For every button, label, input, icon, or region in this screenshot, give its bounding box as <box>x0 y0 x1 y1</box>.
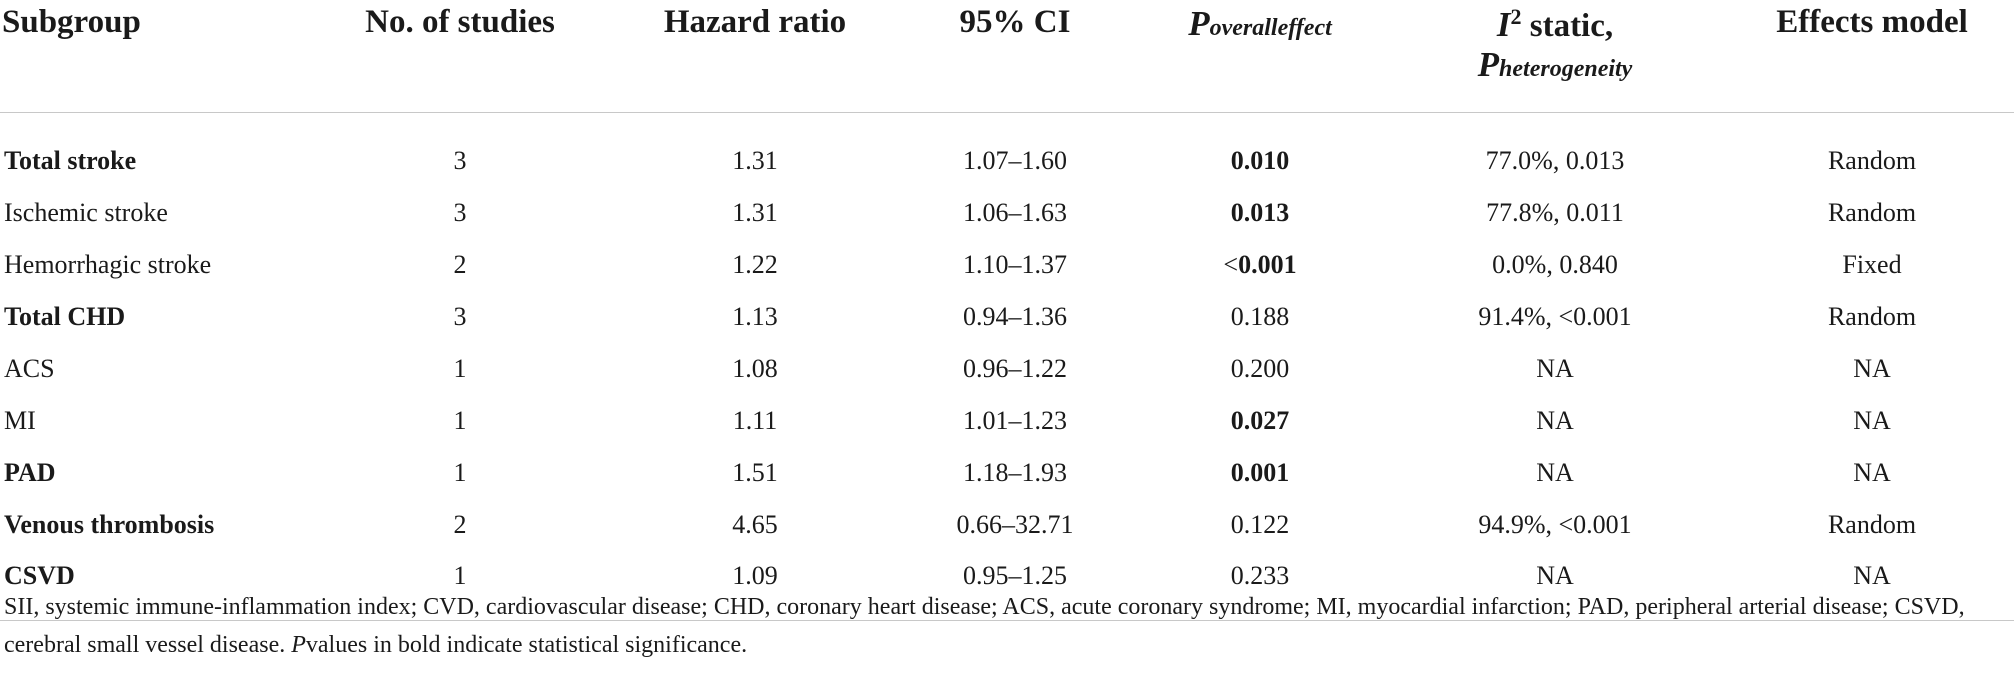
cell-hazard-ratio: 1.31 <box>732 197 778 227</box>
cell-subgroup: Hemorrhagic stroke <box>4 249 212 279</box>
cell-effects-model: NA <box>1853 353 1891 383</box>
cell-ci: 1.10–1.37 <box>963 249 1067 279</box>
cell-hazard-ratio: 1.22 <box>732 249 778 279</box>
header-i2-heterogeneity: I2 static, Pheterogeneity <box>1477 4 1633 84</box>
cell-i2-heterogeneity: NA <box>1536 457 1574 487</box>
cell-hazard-ratio: 1.11 <box>732 405 778 435</box>
subgroup-table: Subgroup No. of studies Hazard ratio 95%… <box>0 0 2014 621</box>
header-ci: 95% CI <box>959 4 1071 40</box>
cell-effects-model: Random <box>1827 197 1917 227</box>
cell-effects-model: Fixed <box>1842 249 1902 279</box>
table-row: MI 1 1.11 1.01–1.23 0.027 NA NA <box>0 395 2014 447</box>
cell-i2-heterogeneity: NA <box>1536 405 1574 435</box>
cell-ci: 1.18–1.93 <box>963 457 1067 487</box>
cell-subgroup: Total CHD <box>4 301 126 331</box>
cell-hazard-ratio: 1.31 <box>732 145 778 175</box>
cell-i2-heterogeneity: NA <box>1536 561 1574 591</box>
cell-ci: 0.96–1.22 <box>963 353 1067 383</box>
table-row: Venous thrombosis 2 4.65 0.66–32.71 0.122 94.… <box>0 499 2014 551</box>
cell-subgroup: CSVD <box>4 561 75 591</box>
cell-hazard-ratio: 1.09 <box>732 561 778 591</box>
cell-p-overall: 0.027 <box>1230 405 1290 435</box>
cell-p-overall: 0.233 <box>1230 561 1290 591</box>
cell-effects-model: Random <box>1827 145 1917 175</box>
cell-ci: 1.06–1.63 <box>963 197 1067 227</box>
cell-subgroup: ACS <box>4 353 55 383</box>
cell-studies: 1 <box>453 405 467 435</box>
cell-studies: 1 <box>453 457 467 487</box>
cell-subgroup: PAD <box>4 457 56 487</box>
cell-ci: 0.95–1.25 <box>963 561 1067 591</box>
cell-studies: 1 <box>453 353 467 383</box>
cell-hazard-ratio: 1.08 <box>732 353 778 383</box>
header-hazard-ratio: Hazard ratio <box>663 4 847 40</box>
cell-effects-model: NA <box>1853 405 1891 435</box>
header-p-overall: Poveralleffect <box>1188 4 1332 43</box>
cell-effects-model: Random <box>1827 509 1917 539</box>
cell-p-overall: 0.122 <box>1230 509 1290 539</box>
table-row: Hemorrhagic stroke 2 1.22 1.10–1.37 <0.001 0.… <box>0 239 2014 291</box>
cell-studies: 1 <box>453 561 467 591</box>
cell-ci: 1.07–1.60 <box>963 145 1067 175</box>
cell-i2-heterogeneity: 77.8%, 0.011 <box>1486 197 1624 227</box>
cell-i2-heterogeneity: NA <box>1536 353 1574 383</box>
header-row: Subgroup No. of studies Hazard ratio 95%… <box>0 0 2014 113</box>
table-row: Ischemic stroke 3 1.31 1.06–1.63 0.013 77.8%,… <box>0 187 2014 239</box>
cell-effects-model: NA <box>1853 561 1891 591</box>
cell-studies: 2 <box>453 509 467 539</box>
table-row: CSVD 1 1.09 0.95–1.25 0.233 NA NA <box>0 551 2014 621</box>
cell-ci: 0.66–32.71 <box>956 509 1074 539</box>
cell-hazard-ratio: 4.65 <box>732 509 778 539</box>
cell-i2-heterogeneity: 91.4%, <0.001 <box>1478 301 1632 331</box>
cell-i2-heterogeneity: 77.0%, 0.013 <box>1485 145 1625 175</box>
cell-ci: 0.94–1.36 <box>963 301 1067 331</box>
cell-ci: 1.01–1.23 <box>963 405 1067 435</box>
cell-subgroup: Venous thrombosis <box>4 509 215 539</box>
table-row: Total CHD 3 1.13 0.94–1.36 0.188 91.4%, <0.00… <box>0 291 2014 343</box>
table-row: PAD 1 1.51 1.18–1.93 0.001 NA NA <box>0 447 2014 499</box>
cell-studies: 3 <box>453 145 467 175</box>
cell-subgroup: Total stroke <box>4 145 137 175</box>
cell-p-overall: 0.200 <box>1230 353 1290 383</box>
cell-subgroup: MI <box>4 405 36 435</box>
table-row: Total stroke 3 1.31 1.07–1.60 0.010 77.0%, 0.… <box>0 113 2014 187</box>
cell-p-overall: 0.013 <box>1230 197 1290 227</box>
cell-effects-model: Random <box>1827 301 1917 331</box>
table-row: ACS 1 1.08 0.96–1.22 0.200 NA NA <box>0 343 2014 395</box>
header-studies: No. of studies <box>365 4 555 40</box>
header-effects-model: Effects model <box>1776 4 1968 40</box>
cell-i2-heterogeneity: 0.0%, 0.840 <box>1492 249 1618 279</box>
cell-hazard-ratio: 1.51 <box>732 457 778 487</box>
table-footnote: SII, systemic immune-inflammation index;… <box>4 594 1965 658</box>
cell-p-overall: 0.188 <box>1230 301 1290 331</box>
cell-studies: 3 <box>453 301 467 331</box>
cell-i2-heterogeneity: 94.9%, <0.001 <box>1478 509 1632 539</box>
cell-p-overall: <0.001 <box>1223 249 1297 279</box>
cell-subgroup: Ischemic stroke <box>4 197 168 227</box>
cell-p-overall: 0.001 <box>1230 457 1290 487</box>
cell-p-overall: 0.010 <box>1230 145 1290 175</box>
cell-studies: 2 <box>453 249 467 279</box>
cell-effects-model: NA <box>1853 457 1891 487</box>
cell-hazard-ratio: 1.13 <box>732 301 778 331</box>
cell-studies: 3 <box>453 197 467 227</box>
header-subgroup: Subgroup <box>2 4 141 40</box>
